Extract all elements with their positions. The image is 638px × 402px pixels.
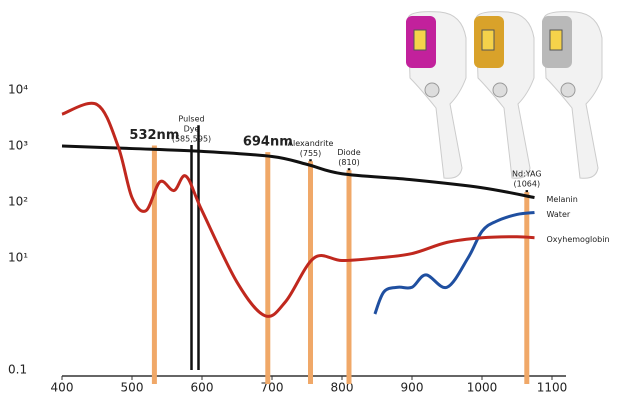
wavelength-label: Alexandrite (288, 139, 334, 148)
series-label: Melanin (547, 195, 578, 204)
x-tick-label: 900 (401, 381, 424, 395)
wavelength-label: 694nm (243, 135, 293, 150)
series-line (373, 210, 535, 315)
handpiece-magenta (406, 11, 467, 179)
y-tick-label: 10³ (8, 139, 28, 153)
x-tick-label: 700 (261, 381, 284, 395)
wavelength-label: (585,595) (172, 134, 211, 143)
series-line (61, 144, 535, 200)
y-tick-label: 10² (8, 195, 28, 209)
series-label: Oxyhemoglobin (547, 235, 610, 244)
wavelength-label: Nd:YAG (512, 170, 542, 179)
wavelength-label: Dye (184, 124, 200, 133)
handpiece-gold (474, 11, 535, 179)
y-tick-label: 10¹ (8, 251, 28, 265)
y-tick-label: 10⁴ (8, 83, 28, 97)
x-tick-label: 500 (121, 381, 144, 395)
wavelength-label: (1064) (513, 180, 540, 189)
wavelength-label: Diode (337, 148, 360, 157)
wavelength-label: Pulsed (178, 114, 204, 123)
wavelength-label: (810) (338, 158, 360, 167)
x-tick-label: 400 (51, 381, 74, 395)
series-label: Water (547, 210, 571, 219)
y-tick-label: 0.1 (8, 363, 27, 377)
series-line (61, 101, 535, 318)
x-tick-label: 1100 (537, 381, 568, 395)
wavelength-label: 532nm (129, 128, 179, 143)
x-tick-label: 600 (191, 381, 214, 395)
wavelength-label: (755) (300, 149, 322, 158)
handpieces (406, 11, 603, 179)
handpiece-silver (542, 11, 603, 179)
x-tick-label: 1000 (467, 381, 498, 395)
